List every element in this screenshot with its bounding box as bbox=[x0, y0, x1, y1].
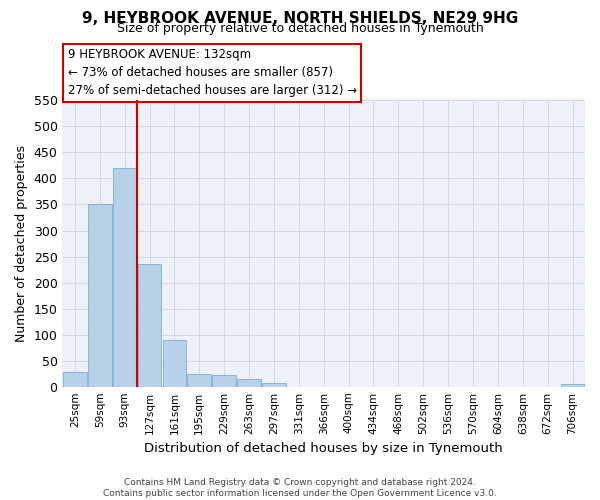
Bar bbox=[88, 204, 112, 386]
Bar bbox=[187, 374, 211, 386]
Bar bbox=[137, 264, 161, 386]
Bar bbox=[63, 372, 86, 386]
Text: Size of property relative to detached houses in Tynemouth: Size of property relative to detached ho… bbox=[116, 22, 484, 35]
Text: Contains HM Land Registry data © Crown copyright and database right 2024.
Contai: Contains HM Land Registry data © Crown c… bbox=[103, 478, 497, 498]
X-axis label: Distribution of detached houses by size in Tynemouth: Distribution of detached houses by size … bbox=[145, 442, 503, 455]
Text: 9, HEYBROOK AVENUE, NORTH SHIELDS, NE29 9HG: 9, HEYBROOK AVENUE, NORTH SHIELDS, NE29 … bbox=[82, 11, 518, 26]
Bar bbox=[237, 380, 261, 386]
Y-axis label: Number of detached properties: Number of detached properties bbox=[15, 145, 28, 342]
Bar bbox=[561, 384, 584, 386]
Bar bbox=[163, 340, 186, 386]
Text: 9 HEYBROOK AVENUE: 132sqm
← 73% of detached houses are smaller (857)
27% of semi: 9 HEYBROOK AVENUE: 132sqm ← 73% of detac… bbox=[68, 48, 357, 98]
Bar bbox=[113, 168, 136, 386]
Bar bbox=[212, 375, 236, 386]
Bar bbox=[262, 382, 286, 386]
